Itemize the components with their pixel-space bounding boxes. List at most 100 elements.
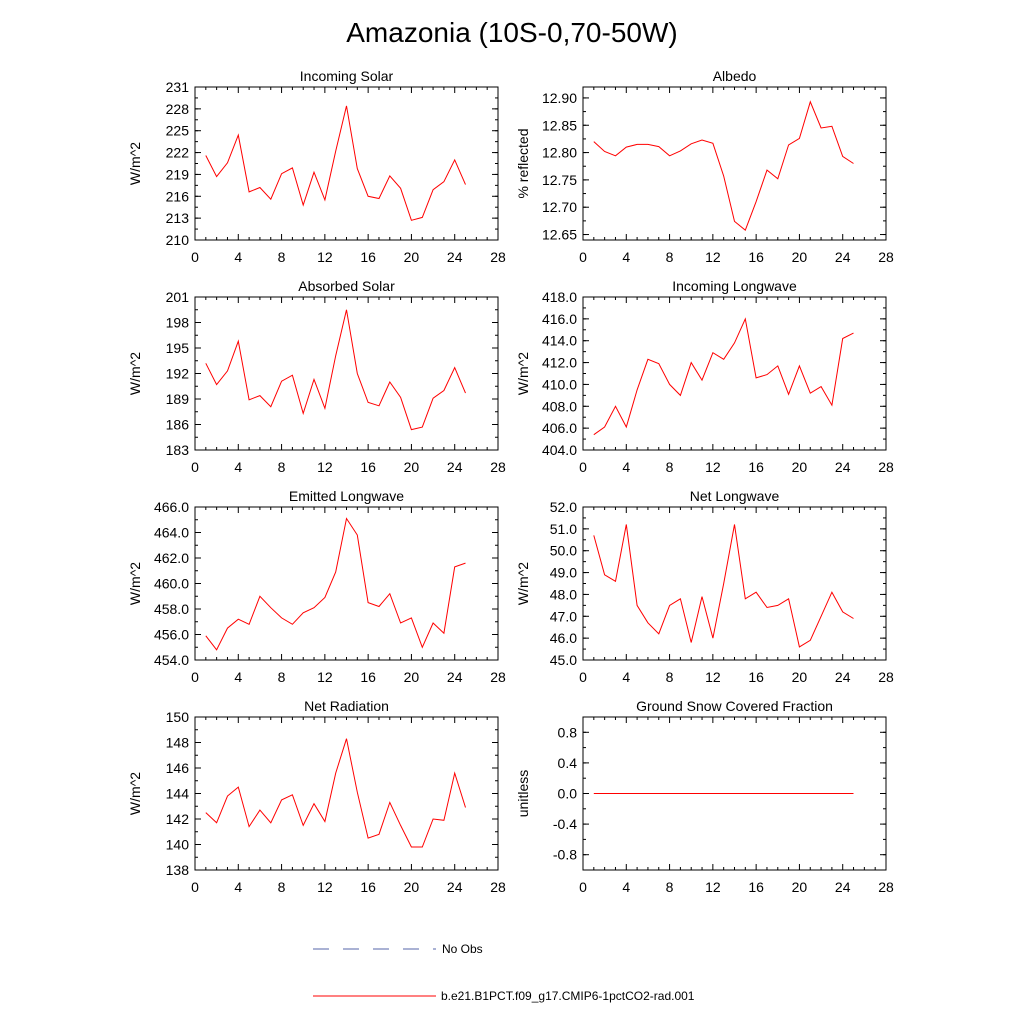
panel-1: Incoming Solar W/m^2 0 4 8 12 16 20 24 28 210 213 21… bbox=[127, 68, 506, 265]
x-tick-label: 28 bbox=[490, 669, 506, 685]
x-tick-label: 16 bbox=[748, 459, 764, 475]
x-tick-label: 4 bbox=[234, 879, 242, 895]
y-tick-label: 198 bbox=[166, 315, 190, 331]
x-tick-label: 24 bbox=[835, 669, 851, 685]
panel-title: Absorbed Solar bbox=[298, 278, 395, 294]
x-tick-label: 20 bbox=[792, 249, 808, 265]
legend-label-2: b.e21.B1PCT.f09_g17.CMIP6-1pctCO2-rad.00… bbox=[441, 989, 695, 1003]
y-tick-label: 466.0 bbox=[154, 499, 189, 515]
y-tick-label: 418.0 bbox=[542, 289, 577, 305]
panel-title: Ground Snow Covered Fraction bbox=[636, 698, 833, 714]
x-tick-label: 28 bbox=[490, 459, 506, 475]
panel-6: Net Longwave W/m^2 0 4 8 12 16 20 24 28 45.0 46.0 47… bbox=[515, 488, 894, 685]
y-tick-label: 225 bbox=[166, 123, 190, 139]
y-tick-label: 12.70 bbox=[542, 199, 577, 215]
x-tick-label: 20 bbox=[792, 459, 808, 475]
panel-2: Albedo % reflected 0 4 8 12 16 20 24 28 12.65 12.70… bbox=[515, 68, 894, 265]
series-line-1 bbox=[205, 517, 466, 651]
x-tick-label: 12 bbox=[705, 459, 721, 475]
plot-frame bbox=[582, 296, 887, 451]
series-line-1 bbox=[205, 105, 466, 221]
x-tick-label: 24 bbox=[835, 459, 851, 475]
x-tick-label: 0 bbox=[191, 459, 199, 475]
x-tick-label: 4 bbox=[234, 459, 242, 475]
x-tick-label: 4 bbox=[622, 879, 630, 895]
x-tick-label: 8 bbox=[278, 669, 286, 685]
y-tick-label: 48.0 bbox=[550, 586, 577, 602]
x-tick-label: 4 bbox=[234, 249, 242, 265]
x-tick-label: 28 bbox=[878, 669, 894, 685]
y-axis-label: W/m^2 bbox=[515, 352, 531, 395]
panel-7: Net Radiation W/m^2 0 4 8 12 16 20 24 28 138 140 142… bbox=[127, 698, 506, 895]
x-tick-label: 16 bbox=[748, 249, 764, 265]
y-tick-label: 142 bbox=[166, 811, 190, 827]
y-tick-label: 52.0 bbox=[550, 499, 577, 515]
x-tick-label: 4 bbox=[622, 249, 630, 265]
x-tick-label: 0 bbox=[579, 669, 587, 685]
panel-3: Absorbed Solar W/m^2 0 4 8 12 16 20 24 28 183 186 18… bbox=[127, 278, 506, 475]
y-tick-label: 138 bbox=[166, 862, 190, 878]
x-tick-label: 0 bbox=[579, 879, 587, 895]
x-tick-label: 8 bbox=[666, 459, 674, 475]
y-tick-label: 189 bbox=[166, 391, 190, 407]
y-axis-label: unitless bbox=[515, 770, 531, 817]
plot-frame bbox=[194, 296, 499, 451]
y-tick-label: 0.4 bbox=[558, 755, 578, 771]
plot-frame bbox=[582, 506, 887, 661]
x-tick-label: 16 bbox=[360, 459, 376, 475]
series-line-1 bbox=[593, 317, 854, 436]
y-tick-label: 231 bbox=[166, 79, 190, 95]
legend-label-1: No Obs bbox=[442, 942, 483, 956]
series-line-1 bbox=[205, 738, 466, 848]
x-tick-label: 24 bbox=[447, 879, 463, 895]
x-tick-label: 0 bbox=[191, 879, 199, 895]
panel-4: Incoming Longwave W/m^2 0 4 8 12 16 20 24 28 404.0… bbox=[515, 278, 894, 475]
y-tick-label: 222 bbox=[166, 145, 190, 161]
y-tick-label: 460.0 bbox=[154, 576, 189, 592]
panel-title: Incoming Solar bbox=[300, 68, 394, 84]
y-tick-label: 45.0 bbox=[550, 652, 577, 668]
figure-title: Amazonia (10S-0,70-50W) bbox=[346, 17, 677, 48]
y-tick-label: 192 bbox=[166, 366, 190, 382]
y-tick-label: 219 bbox=[166, 166, 190, 182]
y-tick-label: 210 bbox=[166, 232, 190, 248]
x-tick-label: 8 bbox=[666, 249, 674, 265]
y-tick-label: 148 bbox=[166, 735, 190, 751]
y-tick-label: 186 bbox=[166, 417, 190, 433]
x-tick-label: 8 bbox=[278, 879, 286, 895]
x-tick-label: 16 bbox=[360, 249, 376, 265]
y-tick-label: 404.0 bbox=[542, 442, 577, 458]
x-tick-label: 16 bbox=[748, 669, 764, 685]
panels: Incoming Solar W/m^2 0 4 8 12 16 20 24 28 210 213 21… bbox=[127, 68, 894, 895]
y-tick-label: 140 bbox=[166, 837, 190, 853]
x-tick-label: 4 bbox=[234, 669, 242, 685]
x-tick-label: 28 bbox=[490, 249, 506, 265]
x-tick-label: 4 bbox=[622, 459, 630, 475]
plot-frame bbox=[194, 506, 499, 661]
x-tick-label: 16 bbox=[748, 879, 764, 895]
x-tick-label: 8 bbox=[666, 669, 674, 685]
y-tick-label: 228 bbox=[166, 101, 190, 117]
y-tick-label: 408.0 bbox=[542, 398, 577, 414]
x-tick-label: 20 bbox=[404, 459, 420, 475]
y-tick-label: 195 bbox=[166, 340, 190, 356]
y-axis-label: W/m^2 bbox=[127, 772, 143, 815]
x-tick-label: 20 bbox=[404, 669, 420, 685]
y-tick-label: -0.4 bbox=[553, 816, 577, 832]
panel-title: Emitted Longwave bbox=[289, 488, 404, 504]
x-tick-label: 28 bbox=[878, 459, 894, 475]
y-tick-label: 0.0 bbox=[558, 786, 578, 802]
plot-frame bbox=[582, 86, 887, 241]
y-tick-label: 12.80 bbox=[542, 145, 577, 161]
x-tick-label: 24 bbox=[447, 459, 463, 475]
y-tick-label: 414.0 bbox=[542, 333, 577, 349]
y-tick-label: 50.0 bbox=[550, 543, 577, 559]
y-tick-label: 51.0 bbox=[550, 521, 577, 537]
y-tick-label: -0.8 bbox=[553, 847, 577, 863]
y-tick-label: 213 bbox=[166, 210, 190, 226]
y-tick-label: 46.0 bbox=[550, 630, 577, 646]
y-tick-label: 458.0 bbox=[154, 601, 189, 617]
y-tick-label: 12.65 bbox=[542, 227, 577, 243]
y-tick-label: 183 bbox=[166, 442, 190, 458]
